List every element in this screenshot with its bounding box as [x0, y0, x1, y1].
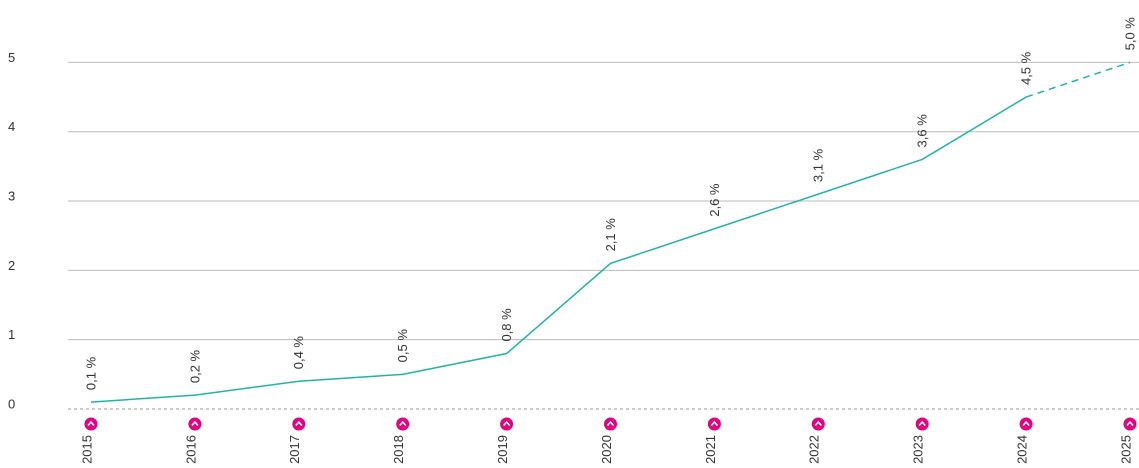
- x-tick-label: 2024: [1015, 435, 1030, 464]
- x-tick-label: 2021: [703, 435, 718, 464]
- category-icon: [915, 417, 929, 431]
- category-icon-chevron: [191, 420, 199, 427]
- category-icon-chevron: [502, 420, 511, 427]
- category-icon: [1019, 417, 1033, 431]
- category-icon: [707, 417, 721, 431]
- category-icon-chevron: [399, 420, 407, 427]
- category-icon-chevron: [918, 420, 926, 427]
- category-icon-chevron: [814, 420, 822, 427]
- category-icon: [811, 417, 825, 431]
- category-icon-chevron: [710, 420, 719, 427]
- data-label: 0,4 %: [291, 336, 306, 370]
- category-icon-chevron: [606, 420, 615, 427]
- x-tick-label: 2022: [807, 435, 822, 464]
- category-icon: [84, 417, 98, 431]
- data-label: 0,8 %: [499, 308, 514, 342]
- category-icon-chevron: [295, 420, 303, 427]
- data-label: 2,6 %: [707, 183, 722, 217]
- category-icon-chevron: [1126, 420, 1134, 427]
- category-icon: [292, 417, 306, 431]
- data-label: 3,1 %: [811, 148, 826, 182]
- category-icon-chevron: [87, 420, 95, 427]
- data-label: 5,0 %: [1122, 17, 1137, 51]
- data-label: 0,2 %: [187, 349, 202, 383]
- data-label: 4,5 %: [1019, 51, 1034, 85]
- category-icon: [188, 417, 202, 431]
- x-tick-label: 2020: [599, 435, 614, 464]
- x-tick-label: 2015: [79, 435, 94, 464]
- projected-line: [1025, 61, 1131, 98]
- y-tick-label: 1: [8, 327, 15, 342]
- category-icon: [396, 417, 410, 431]
- y-tick-label: 0: [8, 396, 15, 411]
- data-label: 0,1 %: [83, 356, 98, 390]
- data-label: 0,5 %: [395, 329, 410, 363]
- y-tick-label: 3: [8, 188, 15, 203]
- y-tick-label: 2: [8, 258, 15, 273]
- category-icon: [604, 417, 617, 431]
- y-tick-label: 4: [8, 119, 15, 134]
- category-icon: [1123, 417, 1137, 431]
- x-tick-label: 2018: [391, 435, 406, 464]
- x-tick-label: 2019: [495, 435, 510, 464]
- x-tick-label: 2023: [911, 435, 926, 464]
- category-icon: [500, 417, 514, 431]
- data-label: 3,6 %: [915, 114, 930, 148]
- data-line: [90, 96, 1027, 403]
- category-icon-chevron: [1022, 420, 1030, 427]
- x-tick-label: 2017: [287, 435, 302, 464]
- x-tick-label: 2016: [183, 435, 198, 464]
- x-tick-label: 2025: [1118, 435, 1133, 464]
- data-label: 2,1 %: [603, 218, 618, 252]
- y-tick-label: 5: [8, 50, 15, 65]
